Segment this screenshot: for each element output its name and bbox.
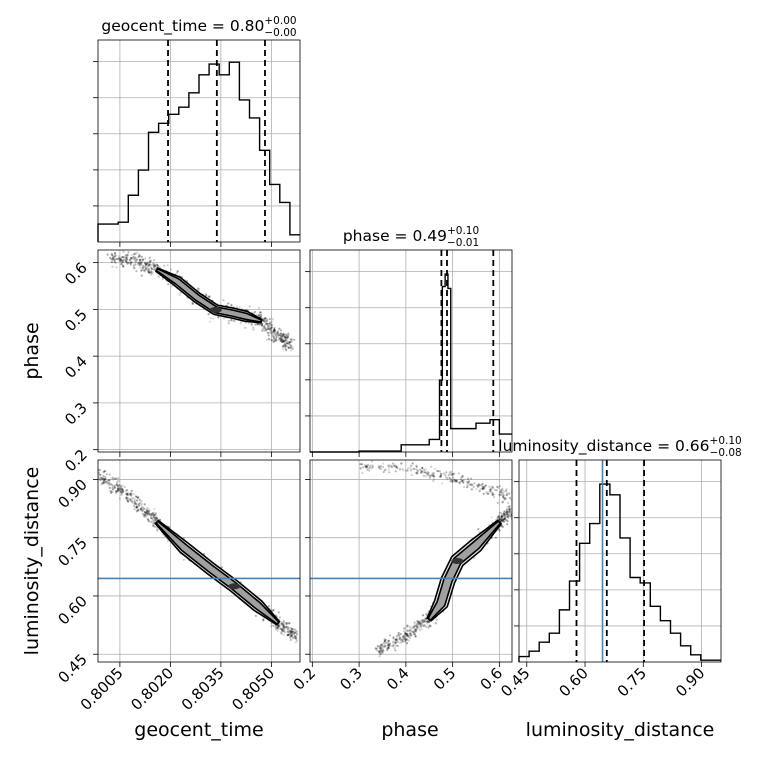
title-minus: −0.01	[447, 237, 479, 249]
density-peak	[209, 306, 222, 313]
density-fill	[156, 521, 279, 625]
title-minus: −0.00	[264, 27, 296, 39]
title-text: geocent_time = 0.80	[101, 17, 264, 36]
x-tick-label: 0.3	[336, 664, 366, 694]
phase_vs_geocent_time-panel: 0.2 0.3 0.4 0.5 0.6	[61, 249, 301, 476]
x-axis-label-geocent-time: geocent_time	[134, 719, 263, 741]
y-tick-label: 0.5	[61, 305, 91, 335]
contour-outer	[426, 519, 503, 622]
y-tick-label: 0.3	[61, 399, 91, 429]
title-plus: +0.10	[447, 225, 479, 237]
contour-inner	[427, 520, 502, 622]
title-text: phase = 0.49	[343, 227, 447, 245]
histogram-geocent_time-steps	[97, 61, 300, 242]
x-axis-label-luminosity-distance: luminosity_distance	[526, 719, 715, 741]
histogram-phase-steps	[310, 273, 512, 453]
luminosity_distance_vs_geocent_time-panel: 0.8005 0.8020 0.8035 0.8050 0.45 0.60 0.75 0.90	[54, 459, 301, 714]
x-tick-label: 0.4	[383, 664, 413, 694]
x-tick-label: 0.8005	[77, 664, 127, 714]
y-tick-label: 0.60	[54, 592, 90, 628]
density-peak	[228, 583, 241, 590]
histogram-luminosity_distance-steps	[518, 483, 721, 662]
x-tick-label: 0.90	[672, 664, 708, 700]
y-tick-label: 0.6	[61, 259, 91, 289]
x-tick-label: 0.45	[497, 664, 533, 700]
contour-inner	[155, 267, 263, 324]
title-plus: +0.10	[710, 435, 742, 447]
histogram-geocent_time-panel: geocent_time = 0.80+0.00 −0.00	[93, 15, 301, 247]
histogram-phase-panel: phase = 0.49+0.10 −0.01	[305, 225, 513, 457]
x-tick-label: 0.8035	[178, 664, 228, 714]
x-tick-label: 0.8050	[228, 664, 278, 714]
axes-frame	[97, 39, 301, 243]
y-tick-label: 0.2	[61, 446, 91, 476]
title-luminosity_distance: luminosity_distance = 0.66+0.10 −0.08	[498, 435, 741, 459]
luminosity_distance_vs_phase-samples	[359, 460, 512, 658]
density-peak	[451, 558, 464, 564]
density-fill	[428, 521, 501, 621]
luminosity_distance_vs_phase-panel: 0.2 0.3 0.4 0.5 0.6	[290, 459, 513, 694]
axes-frame	[309, 249, 513, 453]
contour-inner	[155, 520, 280, 626]
title-geocent_time: geocent_time = 0.80+0.00 −0.00	[101, 15, 296, 39]
x-tick-label: 0.5	[430, 664, 460, 694]
title-text: luminosity_distance = 0.66	[498, 437, 709, 456]
x-tick-label: 0.75	[614, 664, 650, 700]
y-tick-label: 0.4	[61, 352, 91, 382]
y-tick-label: 0.45	[54, 650, 90, 686]
histogram-luminosity_distance-panel: 0.45 0.60 0.75 0.90 luminosity_distance = 0.…	[497, 435, 741, 700]
x-tick-label: 0.8020	[127, 664, 177, 714]
x-tick-label: 0.2	[290, 664, 320, 694]
y-tick-label: 0.90	[54, 476, 90, 512]
y-tick-label: 0.75	[54, 534, 90, 570]
title-plus: +0.00	[264, 15, 296, 27]
axes-frame	[97, 249, 301, 453]
y-axis-label-luminosity-distance: luminosity_distance	[21, 467, 43, 656]
title-minus: −0.08	[710, 447, 742, 459]
axes-frame	[309, 459, 513, 663]
y-axis-label-phase: phase	[21, 322, 43, 379]
title-phase: phase = 0.49+0.10 −0.01	[343, 225, 479, 249]
axes-frame	[518, 459, 722, 663]
x-axis-label-phase: phase	[381, 719, 438, 741]
contour-outer	[154, 519, 281, 626]
axes-frame	[97, 459, 301, 663]
x-tick-label: 0.60	[556, 664, 592, 700]
